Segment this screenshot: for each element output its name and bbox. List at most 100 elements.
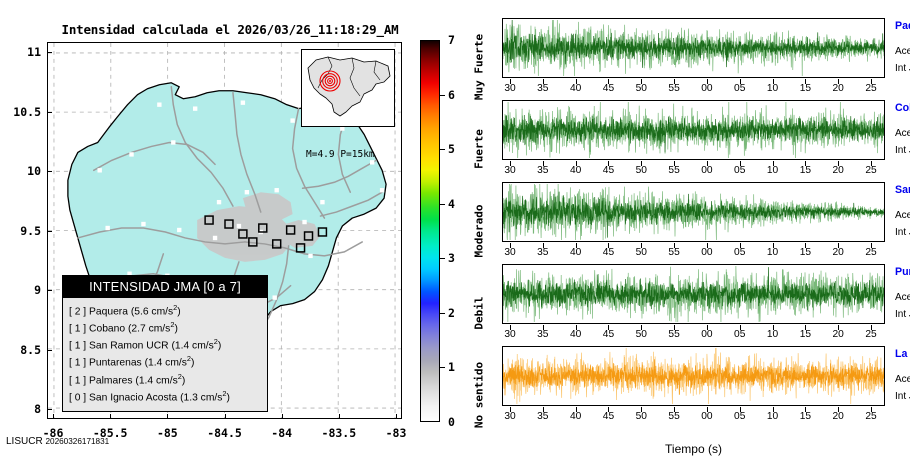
legend-station-name: Puntarenas	[86, 357, 142, 369]
waveform-x-tick-label: 50	[635, 329, 647, 340]
waveform-plot[interactable]	[502, 18, 885, 78]
station-name-label[interactable]: Cobano	[895, 102, 910, 114]
waveform-x-tick-label: 00	[701, 329, 713, 340]
station-marker[interactable]	[258, 223, 268, 233]
waveform-x-tick-mark	[608, 407, 610, 412]
waveform-x-tick-label: 40	[569, 411, 582, 422]
epicenter-inset: M=4.9 P=15km	[301, 46, 398, 160]
station-max-acceleration: Acel. Max. 0.7	[895, 210, 910, 221]
waveform-x-tick-mark	[608, 79, 610, 84]
intensity-legend[interactable]: INTENSIDAD JMA [0 a 7] [ 2 ] Paquera (5.…	[62, 274, 268, 412]
station-max-acceleration: Acel. Max. 1.0	[895, 128, 910, 139]
waveform-plot[interactable]	[502, 264, 885, 324]
colorbar-category-label: Fuerte	[472, 129, 486, 170]
waveform-x-tick-label: 45	[602, 165, 615, 176]
station-marker[interactable]	[238, 229, 248, 239]
legend-accel-value: (1.4 cm/s	[141, 357, 187, 369]
waveform-trace-light	[503, 19, 884, 77]
waveform-x-tick-mark	[772, 161, 774, 166]
waveform-plot[interactable]	[502, 182, 885, 242]
station-marker[interactable]	[248, 237, 258, 247]
waveform-x-tick-mark	[706, 161, 708, 166]
station-marker[interactable]	[285, 225, 296, 235]
waveform-x-tick-mark	[871, 161, 872, 166]
waveform-x-tick-mark	[739, 79, 741, 84]
waveform-x-tick-label: 50	[635, 83, 647, 94]
waveform-x-tick-label: 40	[569, 247, 582, 258]
intensity-map[interactable]: M=4.9 P=15km INTENSIDAD JMA [0 a 7] [ 2 …	[47, 42, 402, 419]
waveform-x-tick-mark	[674, 161, 676, 166]
waveform-trace-dark	[503, 191, 884, 238]
waveform-x-tick-mark	[772, 243, 774, 248]
waveform-x-tick-mark	[739, 325, 741, 330]
station-marker[interactable]	[224, 219, 234, 229]
waveform-x-axis-title: Tiempo (s)	[665, 442, 722, 456]
waveform-x-tick-label: 35	[537, 247, 549, 258]
waveform-plot[interactable]	[502, 100, 885, 160]
waveform-x-tick-label: 50	[635, 247, 647, 258]
colorbar-category-label: Moderado	[472, 204, 486, 258]
legend-jma-value: [ 1 ]	[69, 374, 87, 386]
station-marker[interactable]	[317, 227, 328, 237]
map-x-tick-label: -83	[385, 426, 407, 440]
colorbar-tick-mark	[440, 367, 445, 369]
legend-accel-close: )	[217, 340, 222, 352]
station-marker[interactable]	[204, 215, 214, 225]
waveform-x-tick-label: 20	[832, 165, 844, 176]
waveform-x-axis: 30 35 40 45 50 55 00 05 10 15 20 25	[502, 79, 885, 94]
waveform-x-tick-label: 35	[537, 165, 549, 176]
waveform-x-tick-label: 35	[537, 83, 549, 94]
waveform-x-tick-label: 25	[865, 247, 877, 258]
waveform-trace-canvas	[503, 347, 884, 405]
waveform-x-axis: 30 35 40 45 50 55 00 05 10 15 20 25	[502, 407, 885, 422]
station-markers	[204, 215, 328, 253]
waveform-x-tick-label: 00	[701, 165, 713, 176]
station-name-label[interactable]: San Ramon UCR	[895, 184, 910, 196]
waveform-trace-canvas	[503, 183, 884, 241]
waveform-x-tick-label: 05	[734, 83, 746, 94]
waveform-x-tick-label: 35	[537, 411, 549, 422]
colorbar-tick-label: 1	[448, 360, 455, 375]
waveform-x-tick-mark	[772, 407, 774, 412]
colorbar-tick-label: 3	[448, 251, 455, 266]
waveform-x-tick-mark	[510, 243, 511, 248]
map-y-tick-label: 8	[34, 402, 41, 416]
waveform-x-tick-label: 40	[569, 329, 582, 340]
station-marker[interactable]	[271, 239, 282, 249]
waveform-x-tick-mark	[510, 407, 511, 412]
station-name-label[interactable]: La Sabana	[895, 348, 910, 360]
waveform-x-tick-mark	[871, 407, 872, 412]
waveform-x-tick-label: 45	[602, 83, 615, 94]
station-name-label[interactable]: Paquera	[895, 20, 910, 32]
waveform-x-tick-label: 10	[766, 165, 779, 176]
waveform-x-tick-label: 10	[766, 83, 779, 94]
waveform-x-tick-mark	[871, 325, 872, 330]
station-marker[interactable]	[303, 231, 314, 241]
waveform-trace-dark	[503, 19, 884, 68]
map-x-tick-label: -83.5	[321, 426, 357, 440]
station-max-acceleration: Acel. Max. 0.6	[895, 292, 910, 303]
waveform-x-tick-label: 35	[537, 329, 549, 340]
waveform-x-tick-label: 10	[766, 247, 779, 258]
waveform-plot[interactable]	[502, 346, 885, 406]
station-jma-intensity: Int JMA: 1	[895, 309, 910, 320]
legend-accel-value: (5.6 cm/s	[127, 306, 174, 318]
waveform-x-tick-mark	[871, 79, 872, 84]
map-y-tick-label: 9.5	[20, 223, 41, 238]
legend-jma-value: [ 1 ]	[69, 323, 87, 335]
waveform-x-tick-label: 15	[799, 329, 812, 340]
waveform-x-tick-mark	[641, 325, 643, 330]
waveform-x-tick-label: 20	[832, 83, 844, 94]
legend-accel-value: (1.4 cm/s	[168, 340, 214, 352]
legend-row: [ 0 ] San Ignacio Acosta (1.3 cm/s2)	[69, 389, 262, 406]
legend-row: [ 1 ] Palmares (1.4 cm/s2)	[69, 372, 262, 389]
intensity-colorbar[interactable]: 0 1 2 3 4 5 6 7 No sentido Debil Moderado Fuerte Muy…	[419, 33, 487, 429]
station-marker[interactable]	[295, 243, 306, 253]
waveform-x-tick-label: 15	[799, 247, 812, 258]
map-y-tick-label: 10	[27, 164, 41, 178]
waveform-x-tick-mark	[838, 407, 840, 412]
colorbar-category-label: No sentido	[472, 361, 486, 428]
legend-row: [ 2 ] Paquera (5.6 cm/s2)	[69, 303, 262, 320]
station-name-label[interactable]: Puntarenas	[895, 266, 910, 278]
waveform-x-tick-mark	[674, 243, 676, 248]
